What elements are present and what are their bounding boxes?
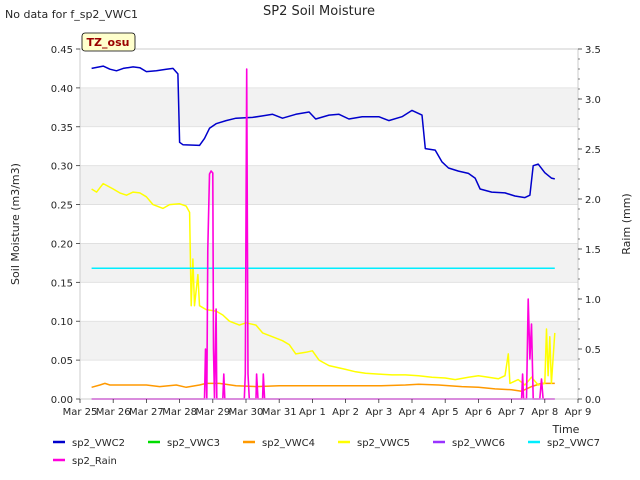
y2-axis-ticks: 0.0 0.5 1.0 1.5 2.0 2.5 3.0 3.5 [578, 45, 601, 406]
x-tick-label: Apr 3 [365, 407, 392, 418]
x-tick-label: Mar 31 [262, 407, 297, 418]
y-tick-label: 0.25 [51, 201, 73, 212]
tz-badge-label: TZ_osu [87, 36, 130, 49]
y-tick-label: 0.10 [51, 317, 73, 328]
y2-tick-label: 1.5 [585, 245, 601, 256]
series-line-sp2_VWC5 [91, 182, 556, 386]
legend-label-sp2_VWC2: sp2_VWC2 [72, 438, 125, 449]
x-tick-label: Apr 4 [399, 407, 426, 418]
y2-tick-label: 0.0 [585, 395, 601, 406]
grid-bands [80, 48, 578, 400]
y-tick-label: 0.30 [51, 162, 73, 173]
legend-label-sp2_VWC4: sp2_VWC4 [262, 438, 315, 449]
tz-badge-box [81, 32, 136, 52]
series-line-sp2_VWC2 [91, 65, 555, 199]
y-tick-label: 0.15 [51, 278, 73, 289]
y-axis-ticks: 0.00 0.05 0.10 0.15 0.20 0.25 0.30 0.35 0.40 0.45 [51, 45, 80, 406]
x-axis-label: Time [552, 423, 580, 436]
x-tick-label: Mar 27 [129, 407, 164, 418]
plot-frame [79, 48, 579, 400]
x-tick-label: Mar 30 [229, 407, 264, 418]
x-tick-label: Apr 9 [565, 407, 592, 418]
series-line-sp2_VWC4 [91, 382, 555, 392]
x-tick-label: Apr 8 [531, 407, 558, 418]
x-tick-label: Apr 2 [332, 407, 359, 418]
x-tick-label: Mar 26 [96, 407, 131, 418]
y2-tick-label: 2.5 [585, 145, 601, 156]
series-line-sp2_Rain [91, 68, 555, 400]
x-tick-label: Apr 5 [432, 407, 459, 418]
legend-label-sp2_VWC6: sp2_VWC6 [452, 438, 505, 449]
y-tick-label: 0.35 [51, 123, 73, 134]
x-tick-label: Apr 1 [299, 407, 326, 418]
no-data-note: No data for f_sp2_VWC1 [5, 8, 138, 21]
x-tick-label: Mar 28 [162, 407, 197, 418]
y2-tick-label: 3.0 [585, 95, 601, 106]
x-tick-label: Mar 29 [195, 407, 230, 418]
legend: sp2_VWC2 sp2_VWC3 sp2_VWC4 sp2_VWC5 sp2_VWC6… [53, 438, 600, 467]
y-tick-label: 0.40 [51, 84, 73, 95]
legend-label-sp2_VWC3: sp2_VWC3 [167, 438, 220, 449]
y-axis-label: Soil Moisture (m3/m3) [9, 163, 22, 285]
x-tick-label: Apr 7 [498, 407, 525, 418]
y-tick-label: 0.05 [51, 356, 73, 367]
chart-title: SP2 Soil Moisture [263, 4, 375, 19]
x-tick-label: Mar 25 [63, 407, 98, 418]
grid-band [80, 321, 578, 361]
tz-badge: TZ_osu [81, 32, 136, 52]
y-tick-label: 0.45 [51, 45, 73, 56]
legend-label-sp2_VWC7: sp2_VWC7 [547, 438, 600, 449]
legend-label-sp2_Rain: sp2_Rain [72, 456, 117, 467]
y2-tick-label: 1.0 [585, 295, 601, 306]
y2-tick-label: 0.5 [585, 345, 601, 356]
grid-band [80, 243, 578, 283]
grid-band [80, 165, 578, 205]
grid-band [80, 87, 578, 127]
y-tick-label: 0.00 [51, 395, 73, 406]
x-tick-label: Apr 6 [465, 407, 492, 418]
y-tick-label: 0.20 [51, 239, 73, 250]
legend-label-sp2_VWC5: sp2_VWC5 [357, 438, 410, 449]
y2-axis-label: Raim (mm) [620, 193, 633, 254]
y2-tick-label: 3.5 [585, 45, 601, 56]
y2-tick-label: 2.0 [585, 195, 601, 206]
